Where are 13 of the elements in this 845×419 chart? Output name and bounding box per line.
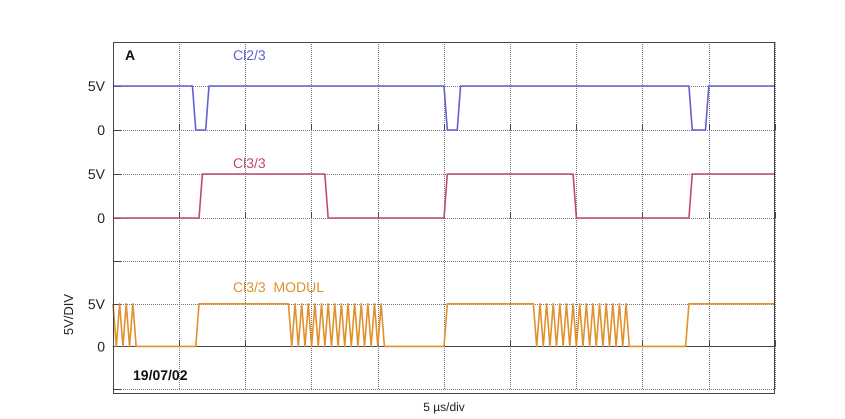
annotation: 19/07/02 [133, 367, 188, 383]
y-tick-label: 0 [97, 210, 106, 226]
x-axis-title: 5 µs/div [423, 400, 465, 414]
series-label: Cl3/3 MODUL [233, 279, 324, 295]
series-label: Cl2/3 [233, 47, 266, 63]
y-tick-label: 5V [88, 166, 106, 182]
y-tick-label: 5V [88, 296, 106, 312]
y-tick-label: 0 [97, 122, 106, 138]
y-tick-label: 5V [88, 78, 106, 94]
series-label: Cl3/3 [233, 155, 266, 171]
annotation: A [125, 47, 136, 63]
y-axis-title: 5V/DIV [61, 294, 76, 336]
y-tick-label: 0 [97, 338, 106, 354]
